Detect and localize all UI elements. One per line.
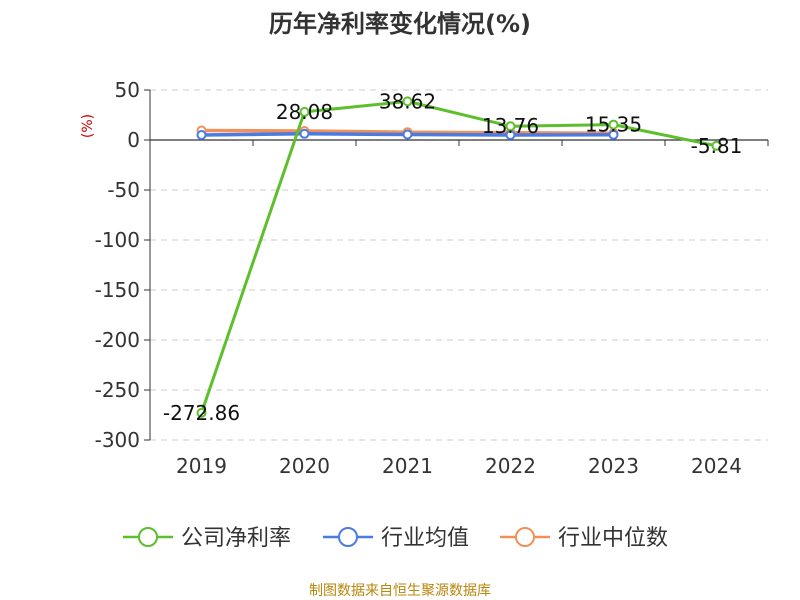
data-label: 28.08 xyxy=(276,100,333,124)
series-layer xyxy=(196,96,722,418)
x-tick-label: 2023 xyxy=(588,454,639,478)
x-tick-label: 2020 xyxy=(279,454,330,478)
legend-item-2[interactable]: 行业中位数 xyxy=(500,526,668,551)
x-tick-label: 2024 xyxy=(691,454,742,478)
legend-label: 公司净利率 xyxy=(181,526,291,551)
data-label: -272.86 xyxy=(163,401,240,425)
data-point xyxy=(608,129,619,140)
legend[interactable]: 公司净利率 行业均值 行业中位数 xyxy=(123,526,668,551)
data-label: 15.35 xyxy=(585,113,642,137)
source-note: 制图数据来自恒生聚源数据库 xyxy=(309,583,491,599)
y-tick-label: -50 xyxy=(107,178,140,202)
data-point xyxy=(402,129,413,140)
data-point xyxy=(402,96,413,107)
data-label: 13.76 xyxy=(482,114,539,138)
y-tick-label: 50 xyxy=(115,78,140,102)
y-tick-label: -150 xyxy=(95,278,140,302)
series-1 xyxy=(196,128,619,140)
grid-lines xyxy=(150,89,768,441)
legend-item-1[interactable]: 行业均值 xyxy=(323,526,469,551)
data-label: -5.81 xyxy=(691,134,743,158)
data-point xyxy=(711,140,722,151)
data-labels: -272.86 28.08 38.62 13.76 15.35 -5.81 xyxy=(163,89,742,424)
chart-title: 历年净利率变化情况(%) xyxy=(269,10,531,38)
data-label: 38.62 xyxy=(379,89,436,113)
legend-marker xyxy=(138,527,158,547)
legend-label: 行业中位数 xyxy=(558,526,668,551)
data-point xyxy=(299,128,310,139)
series-line xyxy=(200,99,717,414)
y-tick-label: -200 xyxy=(95,328,140,352)
x-tick-label: 2019 xyxy=(176,454,227,478)
y-tick-label: 0 xyxy=(127,128,140,152)
y-tick-label: -100 xyxy=(95,228,140,252)
x-tick-label: 2021 xyxy=(382,454,433,478)
data-point xyxy=(299,106,310,117)
x-tick-label: 2022 xyxy=(485,454,536,478)
data-point xyxy=(505,121,516,132)
legend-marker xyxy=(338,527,358,547)
y-axis-label: (%) xyxy=(80,114,96,138)
data-point xyxy=(196,130,207,140)
y-tick-label: -250 xyxy=(95,378,140,402)
y-tick-label: -300 xyxy=(95,428,140,452)
legend-item-0[interactable]: 公司净利率 xyxy=(123,526,291,551)
legend-marker xyxy=(515,527,535,547)
legend-label: 行业均值 xyxy=(381,526,469,551)
data-point xyxy=(608,119,619,130)
axes: 50 0 -50 -100 -150 -200 -250 -300 2019 2020 2021 20… xyxy=(95,78,769,478)
series-0 xyxy=(196,96,722,418)
data-point xyxy=(196,407,207,418)
